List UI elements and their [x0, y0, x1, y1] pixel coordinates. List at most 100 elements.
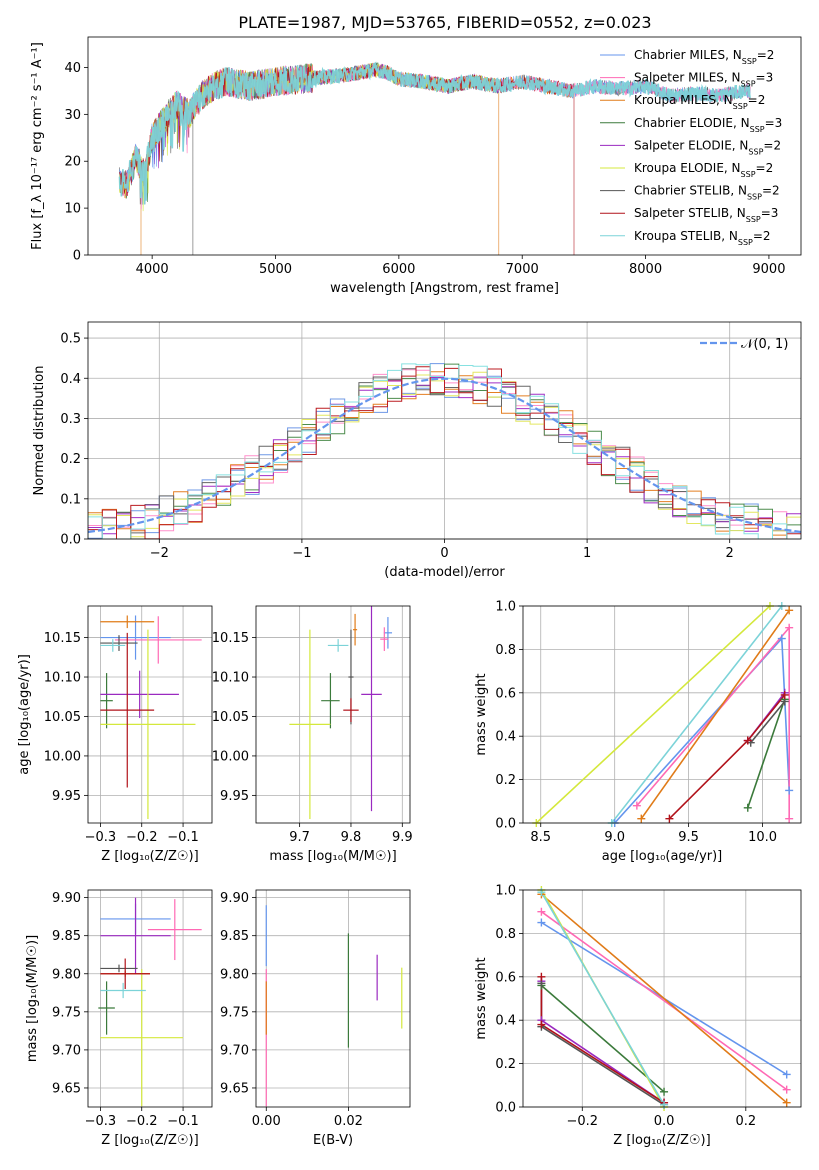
axes-frame [87, 889, 213, 1108]
weight-line-8 [611, 606, 783, 823]
x-tick-label: 1 [583, 546, 591, 561]
chart-age-vs-Z: −0.3 −0.2 −0.1 9.95 10.00 10.05 10.10 10.15 Z [l… [17, 605, 213, 864]
weight-marker-0 [537, 918, 546, 927]
y-tick-label: 9.80 [220, 967, 249, 982]
x-tick-label: 10.0 [748, 830, 777, 845]
y-tick-label: 9.90 [220, 891, 249, 906]
legend-eq: =3 [756, 71, 774, 85]
y-tick-label: 9.95 [52, 789, 81, 804]
x-tick-label: −0.3 [85, 1114, 117, 1129]
x-tick-label: −0.2 [126, 1114, 158, 1129]
legend-label-6: Chabrier STELIB, NSSP=2 [634, 184, 780, 202]
y-tick-label: 9.85 [52, 929, 81, 944]
legend-eq: =2 [753, 229, 771, 243]
legend-sub: SSP [747, 192, 762, 201]
plot-area [118, 61, 751, 255]
chart-weight-vs-age: 8.5 9.0 9.5 10.0 0.0 0.2 0.4 0.6 0.8 1.0 age [log₁… [474, 600, 802, 864]
x-tick-label: 9.5 [678, 830, 699, 845]
legend-sub: SSP [748, 147, 763, 156]
y-tick-label: 9.80 [52, 967, 81, 982]
x-axis-label: wavelength [Angstrom, rest frame] [330, 281, 559, 296]
weight-line-6 [750, 700, 786, 744]
x-tick-label: −0.1 [167, 830, 199, 845]
x-tick-label: 5000 [259, 262, 292, 277]
weight-line-3 [540, 984, 665, 1093]
axes-frame [87, 321, 802, 540]
axes-frame [87, 36, 802, 256]
y-tick-label: 9.65 [220, 1081, 249, 1096]
x-tick-label: −0.2 [566, 1114, 598, 1129]
legend-sub: SSP [750, 124, 765, 133]
y-tick-label: 0.6 [495, 686, 516, 701]
legend-eq: =2 [748, 93, 766, 107]
legend-label-8: Kroupa STELIB, NSSP=2 [634, 229, 771, 247]
chart-spectrum: 4000 5000 6000 7000 8000 9000 0 10 20 30 40 wavelen… [30, 36, 802, 296]
legend-eq: =2 [763, 138, 781, 152]
weight-marker-2 [782, 1098, 791, 1107]
x-tick-label: −0.3 [85, 830, 117, 845]
y-tick-label: 10.05 [44, 710, 81, 725]
histogram-series-7 [88, 366, 801, 539]
axes-frame [255, 605, 411, 824]
x-tick-label: −0.2 [126, 830, 158, 845]
x-tick-label: 0.00 [252, 1114, 281, 1129]
y-axis-label: mass [log₁₀(M/M☉)] [25, 935, 40, 1062]
y-tick-label: 0.0 [495, 817, 516, 832]
x-tick-label: −0.1 [167, 1114, 199, 1129]
y-tick-label: 10.00 [44, 749, 81, 764]
weight-marker-7 [780, 690, 789, 699]
y-axis-label: Flux [f_λ 10⁻¹⁷ erg cm⁻² s⁻¹ A⁻¹] [30, 42, 45, 250]
x-axis-label: E(B-V) [313, 1133, 353, 1148]
x-tick-label: −2 [150, 546, 169, 561]
weight-marker-2 [637, 814, 646, 823]
x-tick-label: 6000 [382, 262, 415, 277]
y-tick-label: 9.65 [52, 1081, 81, 1096]
x-tick-label: 9.9 [392, 830, 413, 845]
y-tick-label: 9.90 [52, 891, 81, 906]
weight-marker-7 [743, 736, 752, 745]
weight-marker-0 [777, 634, 786, 643]
weight-marker-7 [537, 1020, 546, 1029]
plot-area [88, 363, 801, 539]
y-tick-label: 0.1 [60, 492, 81, 507]
x-tick-label: 0 [440, 546, 448, 561]
plot-area [535, 606, 790, 823]
gaussian-curve [88, 377, 801, 534]
y-tick-label: 10 [64, 202, 81, 217]
figure-title: PLATE=1987, MJD=53765, FIBERID=0552, z=0… [238, 13, 651, 32]
legend-sub: SSP [733, 102, 748, 111]
legend-label-4: Salpeter ELODIE, NSSP=2 [634, 138, 781, 156]
weight-marker-7 [665, 814, 674, 823]
weight-line-2 [540, 893, 788, 1104]
y-tick-label: 10.10 [44, 671, 81, 686]
x-axis-label: Z [log₁₀(Z/Z☉)] [101, 1133, 198, 1148]
y-tick-label: 9.70 [220, 1043, 249, 1058]
x-tick-label: −1 [292, 546, 311, 561]
spectrum-line-8 [118, 61, 751, 205]
y-tick-label: 10.00 [212, 749, 249, 764]
x-axis-label: (data-model)/error [384, 565, 505, 580]
legend-eq: =2 [756, 161, 774, 175]
y-tick-label: 0.4 [60, 372, 81, 387]
plot-area [289, 606, 393, 820]
y-tick-label: 0.4 [495, 730, 516, 745]
x-axis-label: mass [log₁₀(M/M☉)] [269, 849, 396, 864]
x-tick-label: 0.2 [735, 1114, 756, 1129]
weight-line-2 [640, 609, 790, 820]
y-tick-label: 9.95 [220, 789, 249, 804]
weight-line-8 [540, 891, 665, 1106]
legend-gaussian-label: 𝒩(0, 1) [741, 337, 788, 352]
y-tick-label: 0.0 [60, 533, 81, 548]
y-tick-label: 0.8 [495, 643, 516, 658]
chart-mass-vs-Z: −0.3 −0.2 −0.1 9.65 9.70 9.75 9.80 9.85 9.90 Z [l… [25, 889, 213, 1148]
axes-frame [522, 889, 802, 1108]
legend-label-7: Salpeter STELIB, NSSP=3 [634, 206, 778, 224]
weight-marker-3 [743, 803, 752, 812]
weight-line-1 [540, 911, 788, 1091]
legend-sub: SSP [741, 79, 756, 88]
x-tick-label: 0.02 [334, 1114, 363, 1129]
weight-line-7 [540, 976, 665, 1104]
y-tick-label: 10.15 [44, 631, 81, 646]
plot-area [98, 897, 202, 1107]
weight-marker-0 [782, 1070, 791, 1079]
